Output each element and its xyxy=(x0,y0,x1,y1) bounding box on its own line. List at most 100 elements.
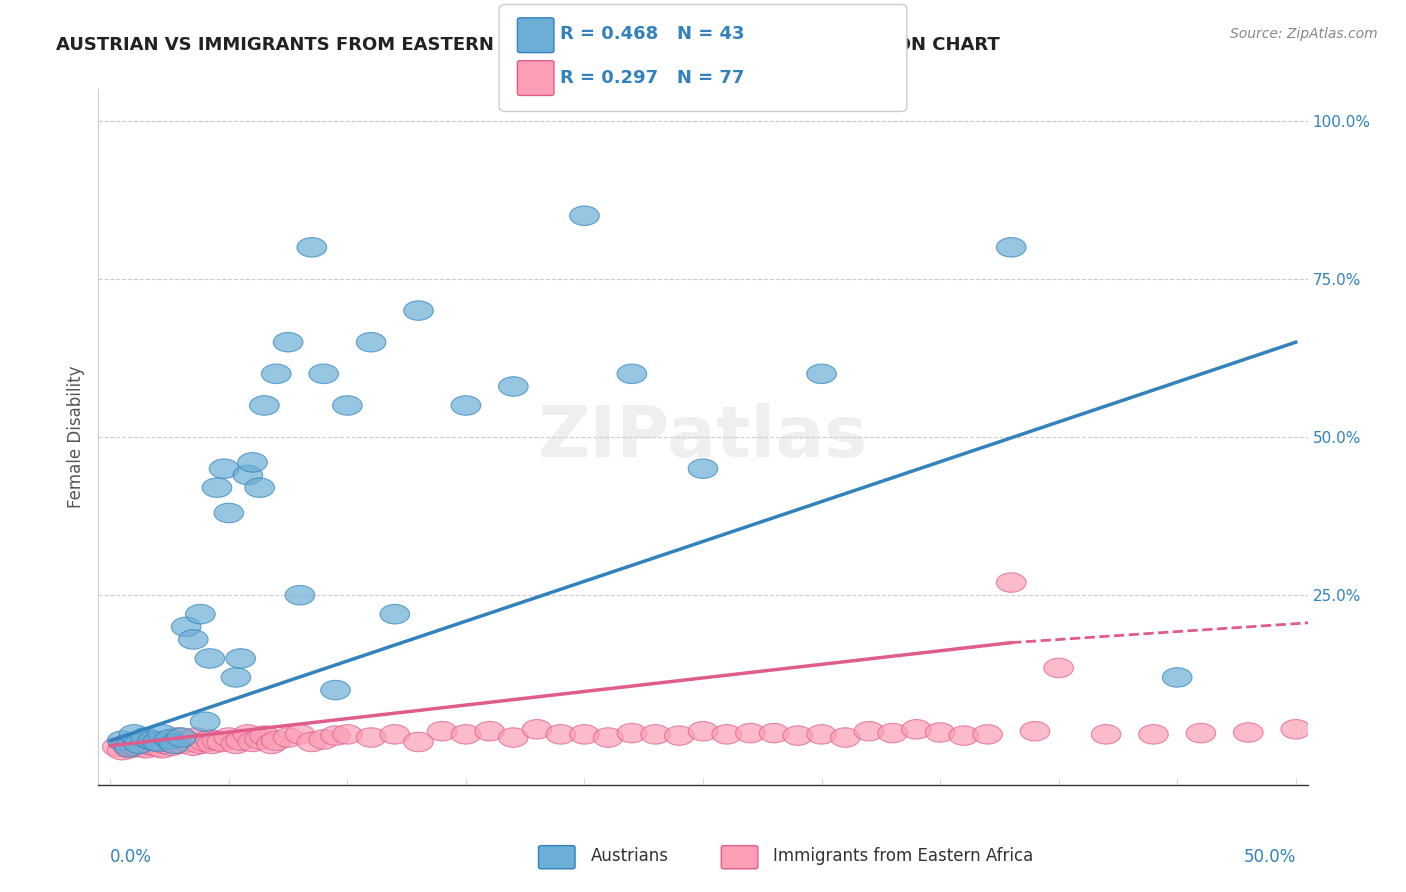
Ellipse shape xyxy=(150,734,180,754)
Ellipse shape xyxy=(124,738,153,756)
Ellipse shape xyxy=(143,738,173,756)
Ellipse shape xyxy=(321,726,350,746)
Ellipse shape xyxy=(148,739,177,758)
Ellipse shape xyxy=(427,722,457,741)
Ellipse shape xyxy=(1187,723,1216,743)
Ellipse shape xyxy=(499,376,529,396)
Ellipse shape xyxy=(157,736,187,756)
Ellipse shape xyxy=(855,722,884,741)
Ellipse shape xyxy=(901,720,931,739)
Ellipse shape xyxy=(1043,658,1073,678)
Ellipse shape xyxy=(155,730,184,749)
Ellipse shape xyxy=(195,730,225,749)
Ellipse shape xyxy=(380,605,409,624)
Ellipse shape xyxy=(333,396,363,415)
Ellipse shape xyxy=(245,730,274,749)
Ellipse shape xyxy=(127,732,156,752)
Ellipse shape xyxy=(997,573,1026,592)
Ellipse shape xyxy=(1233,723,1263,742)
Ellipse shape xyxy=(155,732,184,752)
Ellipse shape xyxy=(688,722,718,741)
Ellipse shape xyxy=(107,731,136,750)
Ellipse shape xyxy=(451,396,481,415)
Ellipse shape xyxy=(404,301,433,320)
Ellipse shape xyxy=(297,237,326,257)
Ellipse shape xyxy=(1163,668,1192,687)
Ellipse shape xyxy=(759,723,789,743)
Ellipse shape xyxy=(807,724,837,744)
Ellipse shape xyxy=(238,452,267,472)
Ellipse shape xyxy=(162,728,191,747)
Ellipse shape xyxy=(451,724,481,744)
Ellipse shape xyxy=(172,617,201,637)
Ellipse shape xyxy=(475,722,505,741)
Ellipse shape xyxy=(179,630,208,649)
Ellipse shape xyxy=(711,724,741,744)
Text: 0.0%: 0.0% xyxy=(110,847,152,865)
Ellipse shape xyxy=(641,724,671,744)
Ellipse shape xyxy=(120,724,149,744)
Ellipse shape xyxy=(617,723,647,743)
Ellipse shape xyxy=(309,364,339,384)
Ellipse shape xyxy=(973,724,1002,744)
Ellipse shape xyxy=(221,668,250,687)
Ellipse shape xyxy=(321,681,350,700)
Text: Source: ZipAtlas.com: Source: ZipAtlas.com xyxy=(1230,27,1378,41)
Ellipse shape xyxy=(1091,724,1121,744)
Ellipse shape xyxy=(103,738,132,756)
Ellipse shape xyxy=(131,739,160,758)
Ellipse shape xyxy=(131,728,160,747)
Text: Immigrants from Eastern Africa: Immigrants from Eastern Africa xyxy=(773,847,1033,865)
Ellipse shape xyxy=(925,723,955,742)
Ellipse shape xyxy=(285,724,315,744)
Ellipse shape xyxy=(356,728,385,747)
Ellipse shape xyxy=(356,333,385,352)
Ellipse shape xyxy=(593,728,623,747)
Text: R = 0.297   N = 77: R = 0.297 N = 77 xyxy=(560,70,744,87)
Ellipse shape xyxy=(209,459,239,478)
Ellipse shape xyxy=(250,726,280,746)
Ellipse shape xyxy=(107,740,136,760)
Ellipse shape xyxy=(238,732,267,752)
Ellipse shape xyxy=(195,648,225,668)
Ellipse shape xyxy=(807,364,837,384)
Ellipse shape xyxy=(569,206,599,226)
Ellipse shape xyxy=(297,732,326,752)
Ellipse shape xyxy=(159,734,190,754)
Ellipse shape xyxy=(214,503,243,523)
Text: Austrians: Austrians xyxy=(591,847,668,865)
Ellipse shape xyxy=(522,720,551,739)
Ellipse shape xyxy=(166,728,197,747)
Ellipse shape xyxy=(1021,722,1050,741)
Ellipse shape xyxy=(257,734,287,754)
Ellipse shape xyxy=(181,728,211,747)
Ellipse shape xyxy=(172,731,201,750)
Ellipse shape xyxy=(233,466,263,484)
Ellipse shape xyxy=(174,732,204,752)
Ellipse shape xyxy=(665,726,695,746)
Ellipse shape xyxy=(112,734,142,754)
Ellipse shape xyxy=(207,732,236,752)
Ellipse shape xyxy=(138,736,167,756)
Ellipse shape xyxy=(186,734,215,754)
Ellipse shape xyxy=(186,605,215,624)
Ellipse shape xyxy=(245,478,274,498)
Ellipse shape xyxy=(688,459,718,478)
Ellipse shape xyxy=(179,736,208,756)
Ellipse shape xyxy=(783,726,813,746)
Ellipse shape xyxy=(202,731,232,750)
Ellipse shape xyxy=(114,738,143,756)
Ellipse shape xyxy=(148,724,177,744)
Ellipse shape xyxy=(285,585,315,605)
Ellipse shape xyxy=(273,728,302,747)
Ellipse shape xyxy=(114,739,143,758)
Ellipse shape xyxy=(197,734,226,754)
Ellipse shape xyxy=(569,724,599,744)
Ellipse shape xyxy=(1139,724,1168,744)
Text: R = 0.468   N = 43: R = 0.468 N = 43 xyxy=(560,25,744,43)
Ellipse shape xyxy=(380,724,409,744)
Ellipse shape xyxy=(333,724,363,744)
Ellipse shape xyxy=(124,734,153,754)
Y-axis label: Female Disability: Female Disability xyxy=(66,366,84,508)
Ellipse shape xyxy=(617,364,647,384)
